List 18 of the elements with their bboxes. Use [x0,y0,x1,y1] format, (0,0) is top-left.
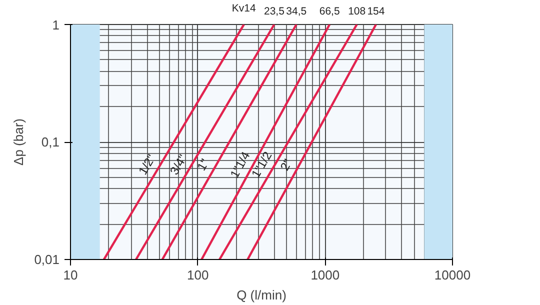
x-tick-label: 100 [186,268,209,282]
y-axis-title: Δp (bar) [11,118,26,166]
y-tick-label: 1 [52,18,60,32]
text: 2" [277,156,296,173]
x-axis-title: Q (l/min) [236,288,286,302]
x-tick-label: 10000 [434,268,471,282]
y-tick-label: 0,01 [34,252,60,267]
annotation: 34,5 [286,6,307,18]
annotation: 108 [348,6,366,18]
x-tick-label: 1000 [310,268,340,282]
annotation: 154 [367,6,385,18]
text: 1" [194,156,212,173]
y-tick-label: 0,1 [41,134,60,150]
annotation: 66,5 [319,6,340,18]
text: 1"1/4 [227,149,253,180]
x-tick-label: 10 [63,268,78,282]
annotation: Kv14 [232,2,256,14]
annotation: 23,5 [264,6,285,18]
